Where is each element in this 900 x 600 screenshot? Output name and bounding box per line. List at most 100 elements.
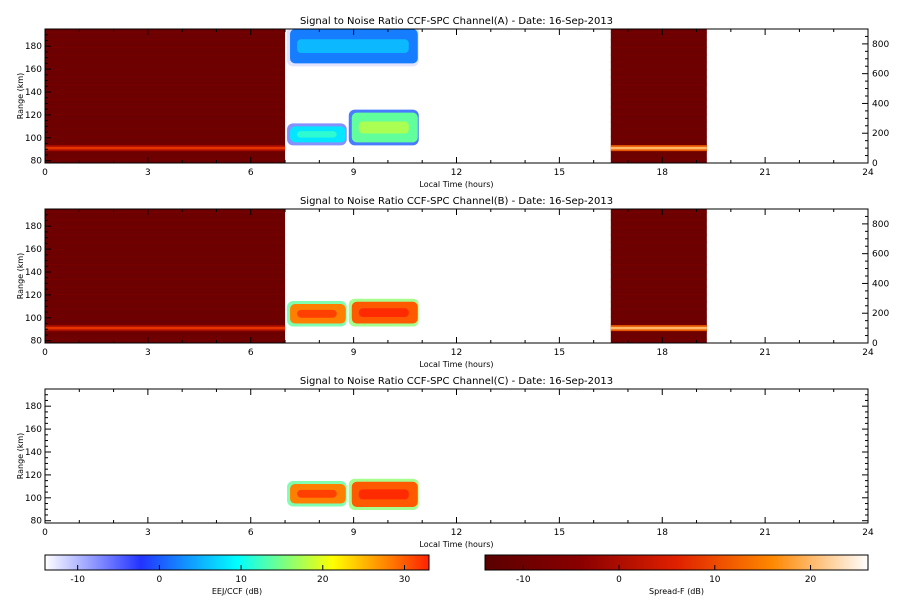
y-tick-label: 80	[31, 157, 43, 167]
spreadf-striation	[610, 278, 707, 281]
x-tick-label: 18	[657, 348, 669, 358]
heatmap-area	[45, 29, 707, 163]
colorbar-tick-label: 10	[235, 575, 247, 585]
y-tick-label: 140	[25, 88, 42, 98]
spreadf-striation	[45, 234, 286, 236]
y2-tick-label: 400	[872, 99, 889, 109]
spreadf-striation	[610, 121, 707, 123]
spreadf-striation	[45, 113, 286, 115]
colorbar-spread-f: -10 0 10 20 Spread-F (dB)	[484, 554, 869, 596]
colorbar-tick-label: 10	[709, 575, 721, 585]
spreadf-striation	[610, 46, 707, 48]
y-tick-label: 140	[25, 448, 42, 458]
x-tick-label: 24	[862, 528, 874, 538]
spreadf-striation	[610, 113, 707, 115]
panel-channel-b: 0 3 6 9 12 15 18 21 24 80 100 120 140 160 180 0 200 400 60…	[16, 196, 889, 369]
y2-tick-label: 200	[872, 309, 889, 319]
spreadf-striation	[610, 286, 707, 288]
spreadf-striation	[45, 83, 286, 86]
y-tick-label: 80	[31, 517, 43, 527]
eej-region-core	[297, 489, 337, 498]
spreadf-striation	[45, 76, 286, 78]
x-tick-label: 21	[759, 348, 770, 358]
y-tick-label: 120	[25, 471, 42, 481]
x-tick-label: 3	[145, 348, 151, 358]
y-tick-label: 100	[25, 134, 42, 144]
spreadf-block	[45, 209, 286, 343]
y-tick-label: 140	[25, 268, 42, 278]
spreadf-striation	[45, 323, 286, 325]
spreadf-striation	[45, 241, 286, 243]
spreadf-striation	[610, 226, 707, 228]
y-tick-label: 160	[25, 245, 42, 255]
y-tick-label: 120	[25, 111, 42, 121]
y2-tick-label: 0	[872, 159, 878, 169]
x-tick-label: 0	[42, 348, 48, 358]
spreadf-striation	[610, 91, 707, 93]
colorbar-tick-label: 20	[805, 575, 817, 585]
spreadf-striation	[45, 271, 286, 273]
x-tick-label: 9	[351, 168, 357, 178]
x-tick-label: 24	[862, 168, 874, 178]
spreadf-striation	[45, 286, 286, 288]
y-tick-label: 180	[25, 402, 42, 412]
y-tick-label: 100	[25, 494, 42, 504]
y2-tick-label: 0	[872, 339, 878, 349]
x-axis-label: Local Time (hours)	[419, 180, 493, 189]
y-tick-label: 80	[31, 337, 43, 347]
colorbar-label: EEJ/CCF (dB)	[212, 587, 262, 596]
spreadf-layer	[45, 326, 286, 330]
spreadf-striation	[45, 150, 286, 153]
spreadf-striation	[45, 91, 286, 93]
spreadf-striation	[610, 136, 707, 138]
eej-region-core	[358, 489, 409, 500]
x-tick-label: 15	[554, 528, 565, 538]
x-tick-label: 15	[554, 168, 565, 178]
spreadf-striation	[610, 316, 707, 318]
spreadf-striation	[45, 219, 286, 221]
spreadf-striation	[45, 128, 286, 130]
colorbar-tick-label: 20	[317, 575, 329, 585]
x-axis-label: Local Time (hours)	[419, 540, 493, 549]
spreadf-striation	[610, 271, 707, 273]
y-tick-label: 180	[25, 42, 42, 52]
x-tick-label: 18	[657, 168, 669, 178]
spreadf-striation	[610, 39, 707, 41]
spreadf-striation	[45, 106, 286, 108]
spreadf-striation	[45, 256, 286, 258]
panel-channel-c: 0 3 6 9 12 15 18 21 24 80 100 120 140 160 180 Signal to…	[16, 376, 874, 549]
spreadf-striation	[610, 301, 707, 303]
x-tick-label: 6	[248, 168, 254, 178]
colorbar-tick-label: 0	[157, 575, 163, 585]
colorbar-gradient	[484, 554, 869, 571]
chart-title: Signal to Noise Ratio CCF-SPC Channel(B)…	[300, 196, 613, 207]
spreadf-striation	[610, 241, 707, 243]
x-tick-label: 3	[145, 168, 151, 178]
spreadf-striation	[45, 301, 286, 303]
x-tick-label: 6	[248, 348, 254, 358]
spreadf-striation	[45, 330, 286, 333]
y-axis-label: Range (km)	[16, 433, 25, 480]
colorbar-eej: -10 0 10 20 30 EEJ/CCF (dB)	[44, 554, 430, 596]
y-axis-label: Range (km)	[16, 73, 25, 120]
spreadf-striation	[610, 338, 707, 340]
x-tick-label: 15	[554, 348, 565, 358]
spreadf-striation	[610, 219, 707, 221]
spreadf-striation	[610, 61, 707, 63]
y2-tick-label: 400	[872, 279, 889, 289]
eej-region-core	[358, 308, 409, 318]
x-tick-label: 18	[657, 528, 669, 538]
spreadf-striation	[610, 54, 707, 56]
x-tick-label: 0	[42, 528, 48, 538]
y2-tick-label: 800	[872, 40, 889, 50]
spreadf-layer	[45, 146, 286, 150]
colorbar-gradient	[44, 554, 430, 571]
colorbar-tick-label: 30	[399, 575, 411, 585]
spreadf-striation	[610, 293, 707, 295]
spreadf-striation	[610, 76, 707, 78]
spreadf-striation	[610, 263, 707, 266]
y-axis-label: Range (km)	[16, 253, 25, 300]
y2-tick-label: 600	[872, 70, 889, 80]
x-tick-label: 9	[351, 528, 357, 538]
spreadf-striation	[610, 256, 707, 258]
